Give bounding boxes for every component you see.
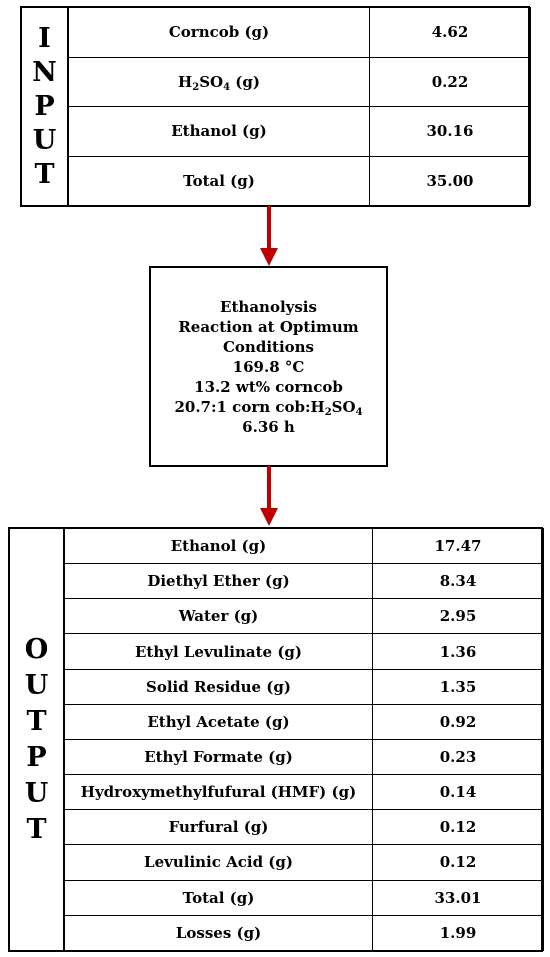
output-row-value: 0.12 xyxy=(372,844,544,881)
output-label-letter: P xyxy=(26,741,47,773)
input-label-letter: P xyxy=(34,90,55,122)
output-row-value: 33.01 xyxy=(372,879,544,916)
input-label-letter: N xyxy=(32,56,57,88)
input-block: I N P U T Corncob (g) 4.62 H2SO4 (g) 0.2… xyxy=(20,6,531,207)
output-row-name: Ethyl Formate (g) xyxy=(64,738,373,776)
output-label-letter: T xyxy=(26,705,47,737)
h2so4-formula: H2SO4 (g) xyxy=(178,72,260,93)
table-row: Diethyl Ether (g) 8.34 xyxy=(64,563,544,600)
output-label-letter: T xyxy=(26,813,47,845)
output-label-letter: U xyxy=(24,669,49,701)
output-row-name: Furfural (g) xyxy=(64,809,373,846)
table-row: Ethyl Formate (g) 0.23 xyxy=(64,738,544,776)
process-line: 20.7:1 corn cob:H2SO4 xyxy=(174,397,363,418)
output-row-name: Ethanol (g) xyxy=(64,527,373,565)
input-row-value: 35.00 xyxy=(369,155,531,206)
input-table: Corncob (g) 4.62 H2SO4 (g) 0.22 Ethanol … xyxy=(68,7,531,206)
process-line: 13.2 wt% corncob xyxy=(194,377,343,396)
process-line: Reaction at Optimum xyxy=(178,317,359,336)
table-row: Water (g) 2.95 xyxy=(64,598,544,635)
output-row-name: Solid Residue (g) xyxy=(64,668,373,705)
output-row-name: Ethyl Acetate (g) xyxy=(64,703,373,740)
table-row: Ethanol (g) 30.16 xyxy=(68,106,531,157)
output-row-value: 0.23 xyxy=(372,738,544,776)
output-row-name: Diethyl Ether (g) xyxy=(64,563,373,600)
flow-arrow-down-icon xyxy=(260,466,278,526)
process-line: Ethanolysis xyxy=(220,297,317,316)
output-label-letter: U xyxy=(24,777,49,809)
output-row-value: 8.34 xyxy=(372,563,544,600)
output-row-value: 1.99 xyxy=(372,914,544,952)
input-label-letter: U xyxy=(32,124,57,156)
input-label-letter: I xyxy=(38,22,51,54)
output-row-value: 17.47 xyxy=(372,527,544,565)
output-row-name: Water (g) xyxy=(64,598,373,635)
process-line: 6.36 h xyxy=(242,417,295,436)
output-row-name: Losses (g) xyxy=(64,914,373,952)
input-row-name: H2SO4 (g) xyxy=(68,56,370,107)
table-row: Ethanol (g) 17.47 xyxy=(64,527,544,565)
input-row-value: 0.22 xyxy=(369,56,531,107)
table-row: Solid Residue (g) 1.35 xyxy=(64,668,544,705)
input-row-value: 4.62 xyxy=(369,7,531,58)
table-row: Hydroxymethylfufural (HMF) (g) 0.14 xyxy=(64,774,544,811)
output-row-value: 1.35 xyxy=(372,668,544,705)
input-row-name: Total (g) xyxy=(68,155,370,206)
output-row-value: 0.12 xyxy=(372,809,544,846)
input-label: I N P U T xyxy=(22,8,68,205)
table-row: Ethyl Levulinate (g) 1.36 xyxy=(64,633,544,670)
input-row-name: Ethanol (g) xyxy=(68,106,370,157)
table-row: H2SO4 (g) 0.22 xyxy=(68,56,531,107)
input-row-value: 30.16 xyxy=(369,106,531,157)
flow-arrow-down-icon xyxy=(260,206,278,266)
process-line: 169.8 °C xyxy=(232,357,305,376)
input-row-name: Corncob (g) xyxy=(68,7,370,58)
table-row: Losses (g) 1.99 xyxy=(64,914,544,952)
output-block: O U T P U T Ethanol (g) 17.47 Diethyl Eth… xyxy=(8,527,544,952)
output-table: Ethanol (g) 17.47 Diethyl Ether (g) 8.34 W… xyxy=(64,527,544,952)
output-row-name: Total (g) xyxy=(64,879,373,916)
output-row-value: 2.95 xyxy=(372,598,544,635)
input-label-letter: T xyxy=(34,158,55,190)
table-row: Total (g) 33.01 xyxy=(64,879,544,916)
output-row-name: Hydroxymethylfufural (HMF) (g) xyxy=(64,774,373,811)
table-row: Corncob (g) 4.62 xyxy=(68,7,531,58)
output-row-value: 0.14 xyxy=(372,774,544,811)
output-row-name: Levulinic Acid (g) xyxy=(64,844,373,881)
output-row-name: Ethyl Levulinate (g) xyxy=(64,633,373,670)
process-box: Ethanolysis Reaction at Optimum Conditio… xyxy=(149,266,388,467)
table-row: Furfural (g) 0.12 xyxy=(64,809,544,846)
table-row: Total (g) 35.00 xyxy=(68,155,531,206)
output-label: O U T P U T xyxy=(10,529,64,950)
output-row-value: 0.92 xyxy=(372,703,544,740)
process-line: Conditions xyxy=(222,337,315,356)
table-row: Ethyl Acetate (g) 0.92 xyxy=(64,703,544,740)
table-row: Levulinic Acid (g) 0.12 xyxy=(64,844,544,881)
output-label-letter: O xyxy=(24,633,49,665)
output-row-value: 1.36 xyxy=(372,633,544,670)
